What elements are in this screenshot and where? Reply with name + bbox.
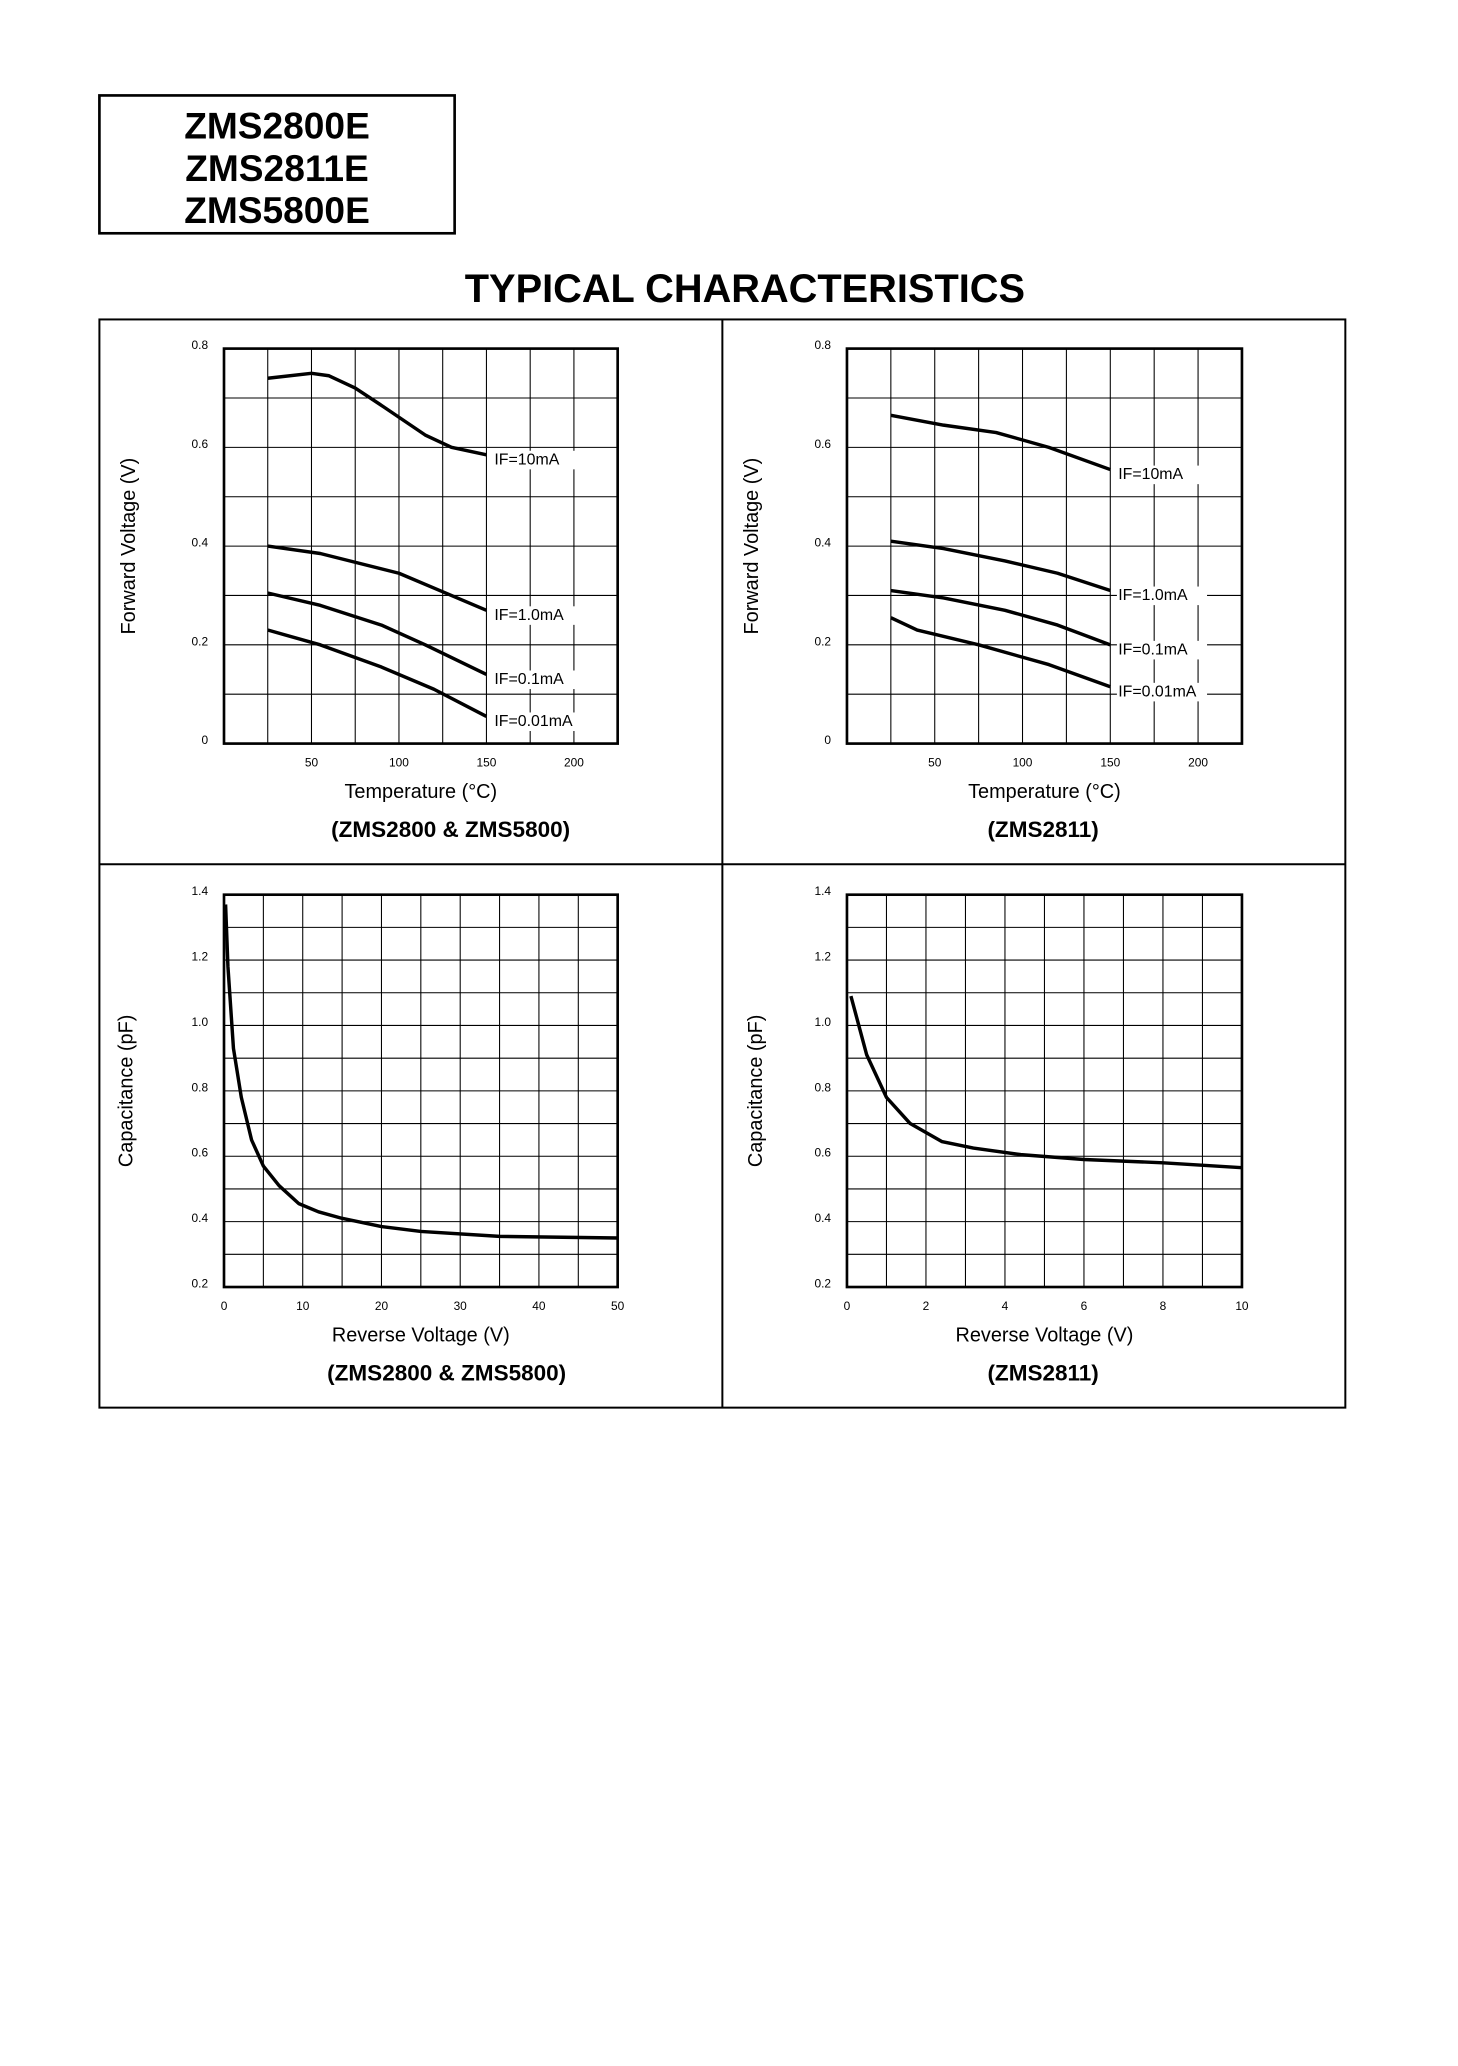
chart-caption: (ZMS2811) xyxy=(987,817,1098,842)
x-tick-label: 10 xyxy=(1235,1299,1249,1313)
data-line xyxy=(267,544,488,612)
series-label: IF=0.1mA xyxy=(1118,641,1188,658)
x-tick-label: 150 xyxy=(477,756,497,770)
x-axis-label: Temperature (°C) xyxy=(968,781,1121,803)
x-tick-label: 2 xyxy=(923,1299,930,1313)
x-tick-label: 100 xyxy=(389,756,409,770)
x-tick-label: 100 xyxy=(1013,756,1033,770)
y-tick-label: 0.2 xyxy=(814,634,831,648)
y-tick-label: 1.2 xyxy=(192,950,209,964)
y-tick-label: 0.4 xyxy=(192,536,209,550)
x-tick-label: 50 xyxy=(611,1299,625,1313)
y-tick-label: 0.6 xyxy=(192,1146,209,1160)
series-label: IF=10mA xyxy=(1118,466,1183,483)
x-tick-label: 200 xyxy=(1188,756,1208,770)
label-backing xyxy=(493,450,584,470)
part-box xyxy=(98,94,456,235)
x-axis-label: Reverse Voltage (V) xyxy=(956,1324,1134,1346)
y-tick-label: 0.2 xyxy=(192,1277,209,1291)
y-tick-label: 1.4 xyxy=(192,884,209,898)
x-tick-label: 50 xyxy=(305,756,319,770)
x-tick-label: 10 xyxy=(296,1299,310,1313)
x-tick-label: 30 xyxy=(454,1299,468,1313)
y-tick-label: 1.4 xyxy=(814,884,831,898)
data-line xyxy=(890,539,1111,593)
x-tick-label: 6 xyxy=(1081,1299,1088,1313)
data-line xyxy=(267,371,487,457)
label-backing xyxy=(493,712,584,732)
y-tick-label: 0 xyxy=(824,733,831,747)
data-line xyxy=(890,616,1111,689)
x-tick-label: 150 xyxy=(1100,756,1120,770)
plot-frame xyxy=(845,893,1244,1289)
y-tick-label: 0.4 xyxy=(814,1211,831,1225)
part-number: ZMS5800E xyxy=(184,189,370,231)
label-backing xyxy=(493,606,584,625)
data-line xyxy=(223,904,618,1240)
plot-frame xyxy=(845,347,1244,745)
data-line xyxy=(267,591,488,677)
series-label: IF=1.0mA xyxy=(1118,587,1188,604)
y-axis-label: Capacitance (pF) xyxy=(745,1015,767,1167)
x-axis-label: Reverse Voltage (V) xyxy=(332,1324,510,1346)
part-number: ZMS2811E xyxy=(185,147,369,189)
data-line xyxy=(849,995,1243,1170)
label-backing xyxy=(1116,465,1208,485)
part-number: ZMS2800E xyxy=(184,104,370,146)
label-backing xyxy=(1116,682,1208,702)
y-tick-label: 0.2 xyxy=(192,634,209,648)
plot-frame xyxy=(222,893,619,1289)
data-line xyxy=(890,413,1111,472)
y-tick-label: 0.6 xyxy=(814,1146,831,1160)
page-title: TYPICAL CHARACTERISTICS xyxy=(465,267,1025,311)
label-backing xyxy=(493,670,584,690)
data-line xyxy=(267,628,488,718)
plot-frame xyxy=(222,347,619,745)
series-label: IF=0.01mA xyxy=(1118,683,1197,700)
y-tick-label: 0.8 xyxy=(814,338,831,352)
y-tick-label: 0.6 xyxy=(192,437,209,451)
y-tick-label: 0.8 xyxy=(192,1080,209,1094)
chart-caption: (ZMS2800 & ZMS5800) xyxy=(331,817,570,842)
x-tick-label: 40 xyxy=(532,1299,546,1313)
x-tick-label: 0 xyxy=(221,1299,228,1313)
x-tick-label: 50 xyxy=(928,756,942,770)
chart-caption: (ZMS2811) xyxy=(987,1360,1098,1385)
x-tick-label: 200 xyxy=(564,756,584,770)
y-tick-label: 1.0 xyxy=(192,1015,209,1029)
data-line xyxy=(890,588,1111,647)
x-axis-label: Temperature (°C) xyxy=(345,781,498,803)
series-label: IF=0.01mA xyxy=(494,713,573,730)
y-tick-label: 1.0 xyxy=(814,1015,831,1029)
series-label: IF=1.0mA xyxy=(494,607,564,624)
x-tick-label: 8 xyxy=(1160,1299,1167,1313)
y-tick-label: 0.8 xyxy=(814,1080,831,1094)
x-tick-label: 4 xyxy=(1002,1299,1009,1313)
y-tick-label: 0 xyxy=(201,733,208,747)
chart-caption: (ZMS2800 & ZMS5800) xyxy=(327,1360,566,1385)
y-tick-label: 0.4 xyxy=(814,536,831,550)
label-backing xyxy=(1116,586,1208,606)
y-tick-label: 1.2 xyxy=(814,950,831,964)
y-tick-label: 0.8 xyxy=(192,338,209,352)
x-tick-label: 20 xyxy=(375,1299,389,1313)
x-tick-label: 0 xyxy=(844,1299,851,1313)
y-tick-label: 0.2 xyxy=(814,1277,831,1291)
label-backing xyxy=(1116,640,1208,660)
y-tick-label: 0.4 xyxy=(192,1211,209,1225)
y-tick-label: 0.6 xyxy=(814,437,831,451)
y-axis-label: Forward Voltage (V) xyxy=(118,458,140,635)
y-axis-label: Capacitance (pF) xyxy=(115,1015,137,1167)
series-label: IF=0.1mA xyxy=(494,671,564,688)
series-label: IF=10mA xyxy=(494,451,559,468)
y-axis-label: Forward Voltage (V) xyxy=(741,458,763,635)
